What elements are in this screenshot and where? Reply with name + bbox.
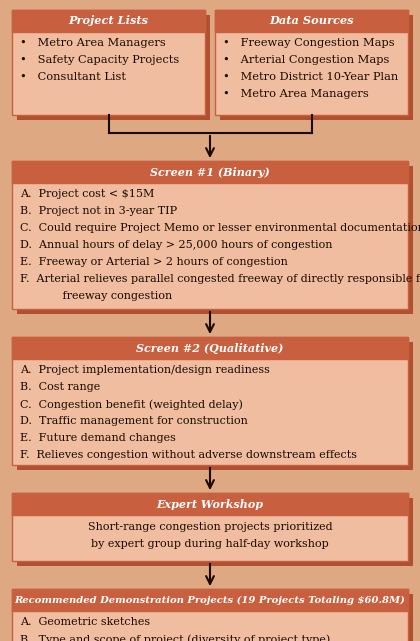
Text: Project Lists: Project Lists xyxy=(68,15,149,26)
Text: •   Arterial Congestion Maps: • Arterial Congestion Maps xyxy=(223,55,389,65)
Text: F.  Arterial relieves parallel congested freeway of directly responsible for: F. Arterial relieves parallel congested … xyxy=(20,274,420,284)
Text: D.  Traffic management for construction: D. Traffic management for construction xyxy=(20,416,248,426)
Text: B.  Cost range: B. Cost range xyxy=(20,382,100,392)
Text: Short-range congestion projects prioritized: Short-range congestion projects prioriti… xyxy=(88,522,332,532)
Text: Expert Workshop: Expert Workshop xyxy=(157,499,263,510)
Text: Data Sources: Data Sources xyxy=(269,15,354,26)
Text: •   Metro Area Managers: • Metro Area Managers xyxy=(223,89,369,99)
Bar xyxy=(215,10,408,32)
Text: B.  Project not in 3-year TIP: B. Project not in 3-year TIP xyxy=(20,206,177,216)
Text: by expert group during half-day workshop: by expert group during half-day workshop xyxy=(91,539,329,549)
Bar xyxy=(17,15,210,120)
Bar xyxy=(12,589,408,641)
Text: •   Metro District 10-Year Plan: • Metro District 10-Year Plan xyxy=(223,72,398,82)
Text: A.  Project implementation/design readiness: A. Project implementation/design readine… xyxy=(20,365,270,375)
Text: F.  Relieves congestion without adverse downstream effects: F. Relieves congestion without adverse d… xyxy=(20,450,357,460)
Text: Screen #2 (Qualitative): Screen #2 (Qualitative) xyxy=(136,342,284,353)
Text: D.  Annual hours of delay > 25,000 hours of congestion: D. Annual hours of delay > 25,000 hours … xyxy=(20,240,333,250)
Bar xyxy=(17,342,413,470)
Bar xyxy=(12,161,408,309)
Text: Screen #1 (Binary): Screen #1 (Binary) xyxy=(150,167,270,178)
Text: •   Metro Area Managers: • Metro Area Managers xyxy=(20,38,166,48)
Text: E.  Future demand changes: E. Future demand changes xyxy=(20,433,176,443)
Text: C.  Congestion benefit (weighted delay): C. Congestion benefit (weighted delay) xyxy=(20,399,243,410)
Bar xyxy=(17,166,413,314)
Text: freeway congestion: freeway congestion xyxy=(38,291,172,301)
Bar xyxy=(12,337,408,465)
Bar xyxy=(12,589,408,611)
Bar xyxy=(17,498,413,566)
Text: Recommended Demonstration Projects (19 Projects Totaling $60.8M): Recommended Demonstration Projects (19 P… xyxy=(15,595,405,604)
Bar xyxy=(215,10,408,115)
Text: •   Freeway Congestion Maps: • Freeway Congestion Maps xyxy=(223,38,395,48)
Bar xyxy=(220,15,413,120)
Text: B.  Type and scope of project (diversity of project type): B. Type and scope of project (diversity … xyxy=(20,634,330,641)
Text: •   Safety Capacity Projects: • Safety Capacity Projects xyxy=(20,55,179,65)
Bar xyxy=(17,594,413,641)
Bar xyxy=(12,493,408,515)
Text: E.  Freeway or Arterial > 2 hours of congestion: E. Freeway or Arterial > 2 hours of cong… xyxy=(20,257,288,267)
Bar xyxy=(12,337,408,359)
Text: A.  Geometric sketches: A. Geometric sketches xyxy=(20,617,150,627)
Text: A.  Project cost < $15M: A. Project cost < $15M xyxy=(20,189,155,199)
Bar xyxy=(12,10,205,115)
Bar xyxy=(12,10,205,32)
Bar xyxy=(12,161,408,183)
Bar xyxy=(12,493,408,561)
Text: C.  Could require Project Memo or lesser environmental documentation: C. Could require Project Memo or lesser … xyxy=(20,223,420,233)
Text: •   Consultant List: • Consultant List xyxy=(20,72,126,82)
